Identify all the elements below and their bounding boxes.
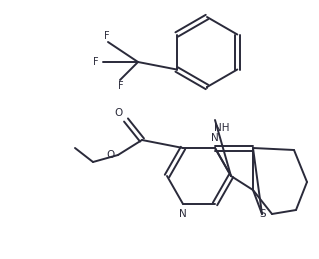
Text: F: F (104, 31, 110, 41)
Text: F: F (93, 57, 99, 67)
Text: O: O (107, 150, 115, 160)
Text: NH: NH (214, 123, 230, 133)
Text: F: F (118, 81, 124, 91)
Text: N: N (211, 133, 219, 143)
Text: O: O (115, 108, 123, 118)
Text: S: S (260, 209, 266, 219)
Text: N: N (179, 209, 187, 219)
